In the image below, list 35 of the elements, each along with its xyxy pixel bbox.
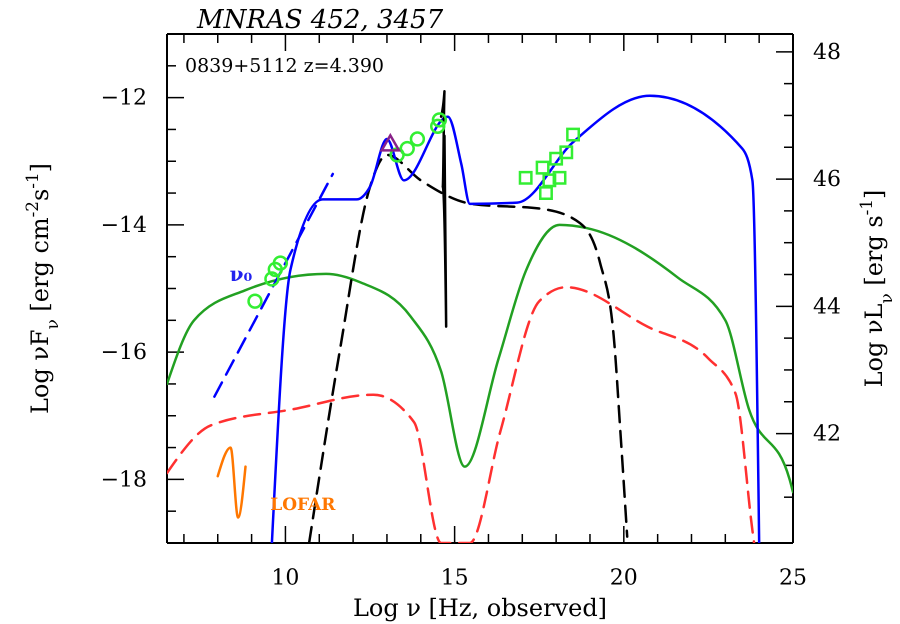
point xyxy=(410,131,426,147)
annotation: MNRAS 452, 3457 xyxy=(196,5,444,35)
point xyxy=(552,170,566,185)
y-tick-label: −16 xyxy=(100,340,147,366)
annotation: ν₀ xyxy=(230,262,252,286)
x-tick-label: 25 xyxy=(779,566,807,591)
y-tick-label: −12 xyxy=(100,86,147,111)
point xyxy=(430,118,446,134)
line-series xyxy=(167,224,793,494)
y2-tick-label: 42 xyxy=(813,422,841,447)
point xyxy=(272,255,288,271)
annotation: 0839+5112 z=4.390 xyxy=(185,55,384,77)
point xyxy=(549,152,564,166)
y2-tick-label: 48 xyxy=(813,40,841,65)
point xyxy=(518,170,533,185)
x-tick-label: 20 xyxy=(610,566,638,591)
x-axis-title: Log ν [Hz, observed] xyxy=(352,594,608,622)
y2-tick-label: 44 xyxy=(813,294,841,320)
point xyxy=(542,173,556,188)
point xyxy=(268,262,283,278)
point xyxy=(400,140,415,156)
y-tick-label: −18 xyxy=(100,467,147,492)
point xyxy=(566,128,580,142)
point xyxy=(247,294,263,309)
line-series xyxy=(167,286,756,543)
y-tick-label: −14 xyxy=(100,212,147,238)
point xyxy=(536,160,550,175)
point xyxy=(559,145,574,160)
y2-tick-label: 46 xyxy=(813,167,841,192)
point xyxy=(432,112,448,128)
point xyxy=(264,271,280,287)
line-series xyxy=(216,446,247,519)
x-tick-label: 10 xyxy=(271,566,300,591)
x-tick-label: 15 xyxy=(440,566,469,591)
point xyxy=(539,186,553,200)
